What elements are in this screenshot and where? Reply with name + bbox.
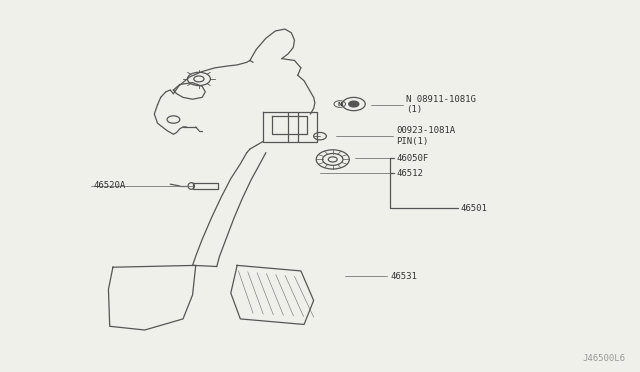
- Circle shape: [349, 101, 359, 107]
- Text: 46501: 46501: [460, 203, 487, 213]
- Text: 46531: 46531: [390, 272, 417, 281]
- Text: 46512: 46512: [396, 169, 423, 177]
- Text: N 08911-1081G
(1): N 08911-1081G (1): [406, 95, 476, 115]
- Text: N: N: [337, 102, 342, 106]
- Text: 46050F: 46050F: [396, 154, 429, 163]
- Text: 46520A: 46520A: [94, 182, 126, 190]
- Text: 00923-1081A
PIN(1): 00923-1081A PIN(1): [396, 126, 456, 146]
- Text: J46500L6: J46500L6: [583, 354, 626, 363]
